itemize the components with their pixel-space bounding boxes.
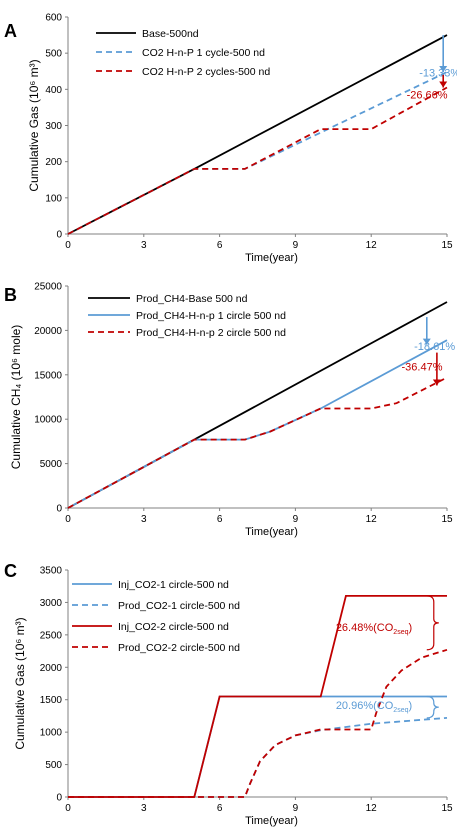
brace xyxy=(426,695,439,719)
arrow-head xyxy=(439,81,448,88)
legend-label: Prod_CH4-Base 500 nd xyxy=(136,293,248,305)
y-tick-label: 3000 xyxy=(40,598,63,609)
y-tick-label: 3500 xyxy=(40,566,63,577)
y-tick-label: 600 xyxy=(45,13,62,24)
annotation-1: -18.61% xyxy=(414,317,455,353)
x-tick-label: 9 xyxy=(293,240,299,251)
legend-label: CO2 H-n-P 2 cycles-500 nd xyxy=(142,66,270,78)
legend-label: Prod_CH4-H-n-p 2 circle 500 nd xyxy=(136,327,286,339)
y-tick-label: 25000 xyxy=(34,282,62,293)
y-tick-label: 1500 xyxy=(40,695,63,706)
panel-label: A xyxy=(4,21,17,41)
panel-a: A 0 100 200 300 400 500 600 0 3 6 9 12 15 Time(year) Cu… xyxy=(4,13,457,265)
panel-label: B xyxy=(4,285,17,305)
y-tick-label: 500 xyxy=(45,49,62,60)
legend: Prod_CH4-Base 500 nd Prod_CH4-H-n-p 1 cir… xyxy=(88,293,286,339)
legend-label: Inj_CO2-2 circle-500 nd xyxy=(118,621,229,633)
x-axis-label: Time(year) xyxy=(245,252,298,264)
annotation-text: -18.61% xyxy=(414,341,455,353)
series-line-4 xyxy=(68,648,448,798)
x-tick-label: 15 xyxy=(441,514,453,525)
x-tick-label: 0 xyxy=(65,514,71,525)
legend-label: Base-500nd xyxy=(142,28,199,40)
series-line-2 xyxy=(67,71,448,235)
y-tick-label: 200 xyxy=(45,157,62,168)
legend-label: Prod_CH4-H-n-p 1 circle 500 nd xyxy=(136,310,286,322)
x-tick-label: 9 xyxy=(293,803,299,814)
annotation-2: -36.47% xyxy=(402,352,443,386)
x-axis-label: Time(year) xyxy=(245,526,298,538)
legend-label: Prod_CO2-2 circle-500 nd xyxy=(118,642,240,654)
arrow-head xyxy=(439,65,448,72)
y-tick-label: 0 xyxy=(56,793,62,804)
series-line-2 xyxy=(68,717,448,798)
annotation-2: 20.96%(CO2seq) xyxy=(336,695,439,719)
x-tick-label: 6 xyxy=(217,803,223,814)
y-tick-label: 2500 xyxy=(40,630,63,641)
annotation-2: -26.66% xyxy=(407,74,448,101)
legend: Base-500nd CO2 H-n-P 1 cycle-500 nd CO2 H-… xyxy=(96,28,270,78)
y-tick-label: 20000 xyxy=(34,326,62,337)
y-tick-label: 15000 xyxy=(34,370,62,381)
x-tick-label: 9 xyxy=(293,514,299,525)
y-axis-label: Cumulative CH₄ (10⁶ mole) xyxy=(9,325,23,470)
annotation-text: -26.66% xyxy=(407,89,448,101)
x-tick-label: 3 xyxy=(141,240,147,251)
y-tick-label: 0 xyxy=(56,504,62,515)
y-axis-label: Cumulative Gas (10⁶ m³) xyxy=(13,617,27,749)
annotation-text: 26.48%(CO2seq) xyxy=(336,622,412,636)
y-tick-label: 5000 xyxy=(40,459,63,470)
y-axis-label: Cumulative Gas (10⁶ m³) xyxy=(27,59,41,191)
series-line-3 xyxy=(67,376,448,509)
legend-label: Prod_CO2-1 circle-500 nd xyxy=(118,600,240,612)
y-tick-label: 10000 xyxy=(34,415,62,426)
legend-label: CO2 H-n-P 1 cycle-500 nd xyxy=(142,47,265,59)
x-tick-label: 3 xyxy=(141,514,147,525)
x-tick-label: 6 xyxy=(217,240,223,251)
x-tick-label: 0 xyxy=(65,240,71,251)
annotation-1: 26.48%(CO2seq) xyxy=(336,595,439,651)
y-tick-label: 2000 xyxy=(40,663,63,674)
x-tick-label: 12 xyxy=(366,514,378,525)
panel-c: C 0 500 1000 1500 2000 2500 3000 3500 0 3 6 9 12 15 Tim… xyxy=(4,561,453,827)
y-tick-label: 400 xyxy=(45,85,62,96)
x-tick-label: 3 xyxy=(141,803,147,814)
series-line-3 xyxy=(67,86,448,235)
y-tick-label: 500 xyxy=(45,760,62,771)
y-tick-label: 100 xyxy=(45,193,62,204)
x-tick-label: 15 xyxy=(441,240,453,251)
annotation-1: -13.33% xyxy=(419,35,457,80)
x-tick-label: 6 xyxy=(217,514,223,525)
y-tick-label: 300 xyxy=(45,121,62,132)
panel-label: C xyxy=(4,561,17,581)
arrow-head xyxy=(422,338,431,345)
y-tick-label: 0 xyxy=(56,230,62,241)
x-tick-label: 12 xyxy=(366,803,378,814)
arrow-head xyxy=(432,379,441,386)
panel-b: B 0 5000 10000 15000 20000 25000 0 3 6 9 12 15 Time(y… xyxy=(4,282,455,539)
annotation-text: -13.33% xyxy=(419,68,457,80)
legend: Inj_CO2-1 circle-500 nd Prod_CO2-1 circle… xyxy=(72,579,240,654)
brace xyxy=(426,595,439,651)
x-axis-label: Time(year) xyxy=(245,815,298,827)
series-line-2 xyxy=(67,339,448,509)
y-tick-label: 1000 xyxy=(40,728,63,739)
annotation-text: 20.96%(CO2seq) xyxy=(336,700,412,714)
x-tick-label: 15 xyxy=(441,803,453,814)
x-tick-label: 0 xyxy=(65,803,71,814)
x-tick-label: 12 xyxy=(366,240,378,251)
annotation-text: -36.47% xyxy=(402,361,443,373)
legend-label: Inj_CO2-1 circle-500 nd xyxy=(118,579,229,591)
